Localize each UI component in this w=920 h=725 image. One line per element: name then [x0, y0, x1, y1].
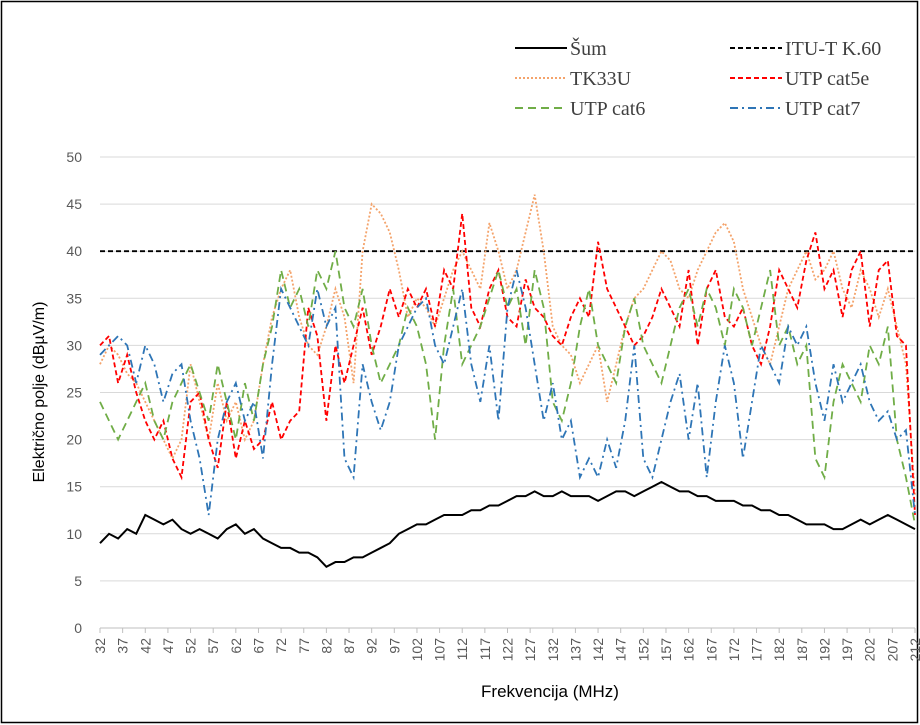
- x-tick-label: 102: [409, 638, 425, 662]
- y-tick-label: 15: [66, 479, 82, 495]
- y-axis-title: Električno polje (dBµV/m): [31, 302, 48, 483]
- x-tick-label: 97: [386, 638, 402, 654]
- legend-label: TK33U: [570, 68, 632, 90]
- y-tick-label: 20: [66, 432, 82, 448]
- x-tick-label: 152: [635, 638, 651, 662]
- x-tick-label: 77: [296, 638, 312, 654]
- y-tick-label: 40: [66, 243, 82, 259]
- legend-label: UTP cat7: [785, 98, 860, 120]
- y-tick-label: 30: [66, 337, 82, 353]
- legend-label: ITU-T K.60: [785, 38, 881, 60]
- x-tick-label: 147: [613, 638, 629, 662]
- x-tick-label: 47: [160, 638, 176, 654]
- x-tick-label: 92: [364, 638, 380, 654]
- x-tick-label: 137: [567, 638, 583, 662]
- x-tick-label: 177: [749, 638, 765, 662]
- series-line: [99, 480, 916, 569]
- x-tick-label: 72: [273, 638, 289, 654]
- y-tick-label: 35: [66, 290, 82, 306]
- x-tick-label: 202: [862, 638, 878, 662]
- x-tick-label: 112: [454, 638, 470, 661]
- legend-label: UTP cat5e: [785, 68, 869, 90]
- x-tick-label: 207: [884, 638, 900, 662]
- y-tick-label: 45: [66, 196, 82, 212]
- x-tick-label: 87: [341, 638, 357, 654]
- x-tick-label: 57: [205, 638, 221, 654]
- x-tick-label: 32: [92, 638, 108, 654]
- x-tick-label: 197: [839, 638, 855, 662]
- x-tick-label: 162: [681, 638, 697, 662]
- x-tick-label: 107: [432, 638, 448, 662]
- x-tick-label: 62: [228, 638, 244, 654]
- x-tick-label: 132: [545, 638, 561, 662]
- x-tick-label: 212: [907, 638, 920, 662]
- x-tick-label: 157: [658, 638, 674, 662]
- legend-label: Šum: [570, 36, 607, 60]
- x-tick-label: 192: [816, 638, 832, 662]
- x-tick-label: 127: [522, 638, 538, 662]
- x-tick-label: 67: [250, 638, 266, 654]
- y-tick-label: 5: [74, 573, 82, 589]
- series-line: [99, 269, 916, 516]
- legend-label: UTP cat6: [570, 98, 645, 120]
- x-tick-label: 42: [137, 638, 153, 654]
- x-tick-label: 52: [183, 638, 199, 654]
- x-tick-label: 37: [115, 638, 131, 654]
- x-tick-label: 122: [500, 638, 516, 662]
- x-axis-title: Frekvencija (MHz): [481, 682, 619, 701]
- x-tick-label: 187: [794, 638, 810, 662]
- x-tick-label: 172: [726, 638, 742, 662]
- x-tick-label: 167: [703, 638, 719, 662]
- y-tick-label: 50: [66, 149, 82, 165]
- y-tick-label: 0: [74, 620, 82, 636]
- y-tick-label: 10: [66, 526, 82, 542]
- x-tick-label: 182: [771, 638, 787, 662]
- x-tick-label: 117: [477, 638, 493, 661]
- x-tick-label: 142: [590, 638, 606, 662]
- x-tick-label: 82: [318, 638, 334, 654]
- y-tick-label: 25: [66, 385, 82, 401]
